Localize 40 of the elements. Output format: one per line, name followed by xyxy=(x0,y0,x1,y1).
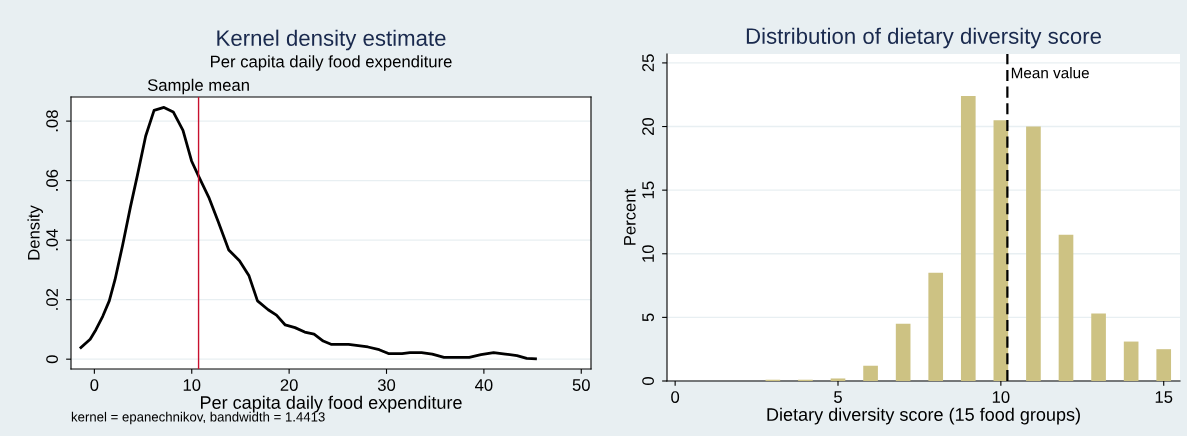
y-tick-label: 20 xyxy=(642,117,654,135)
x-tick-label: 20 xyxy=(280,379,298,391)
y-tick-label: 15 xyxy=(642,181,654,199)
y-axis-title: Percent xyxy=(624,188,636,245)
bar xyxy=(1058,234,1074,381)
bar xyxy=(1091,313,1106,381)
x-axis-title: Dietary diversity score (15 food groups) xyxy=(767,407,1080,425)
x-tick-label: 50 xyxy=(572,379,590,391)
bar xyxy=(928,272,944,381)
x-tick-label: 0 xyxy=(90,379,99,391)
y-axis-title: Density xyxy=(27,205,43,260)
x-tick-label: 40 xyxy=(475,379,493,391)
chart-title: Kernel density estimate xyxy=(217,29,446,51)
bar xyxy=(1156,349,1172,381)
y-tick-label: 25 xyxy=(642,54,654,72)
x-tick-label: 5 xyxy=(834,391,842,403)
y-tick-label: 10 xyxy=(642,245,654,262)
ref-line-label: Sample mean xyxy=(147,78,249,95)
y-tick-label: 0 xyxy=(46,355,58,364)
x-tick-label: 30 xyxy=(377,379,396,391)
x-tick-label: 10 xyxy=(183,379,201,391)
text: kernel = epanechnikov, bandwidth = 1.4413 xyxy=(71,411,325,425)
y-tick-label: .08 xyxy=(46,110,58,132)
x-tick-label: 0 xyxy=(671,391,680,403)
bar xyxy=(830,378,846,381)
x-tick-label: 10 xyxy=(992,391,1010,403)
chart-subtitle: Per capita daily food expenditure xyxy=(211,55,452,71)
chart-title: Distribution of dietary diversity score xyxy=(746,27,1101,49)
bar xyxy=(1123,341,1139,381)
bar xyxy=(895,323,911,381)
y-tick-label: 5 xyxy=(642,313,654,322)
y-tick-label: .04 xyxy=(46,229,58,251)
bar xyxy=(863,365,878,381)
bar xyxy=(960,95,976,381)
y-tick-label: .06 xyxy=(46,169,58,191)
ref-line-label: Mean value xyxy=(1011,67,1089,79)
bar xyxy=(1026,126,1041,381)
y-tick-label: .02 xyxy=(46,288,58,310)
line-series xyxy=(79,106,537,361)
x-tick-label: 15 xyxy=(1155,391,1173,403)
